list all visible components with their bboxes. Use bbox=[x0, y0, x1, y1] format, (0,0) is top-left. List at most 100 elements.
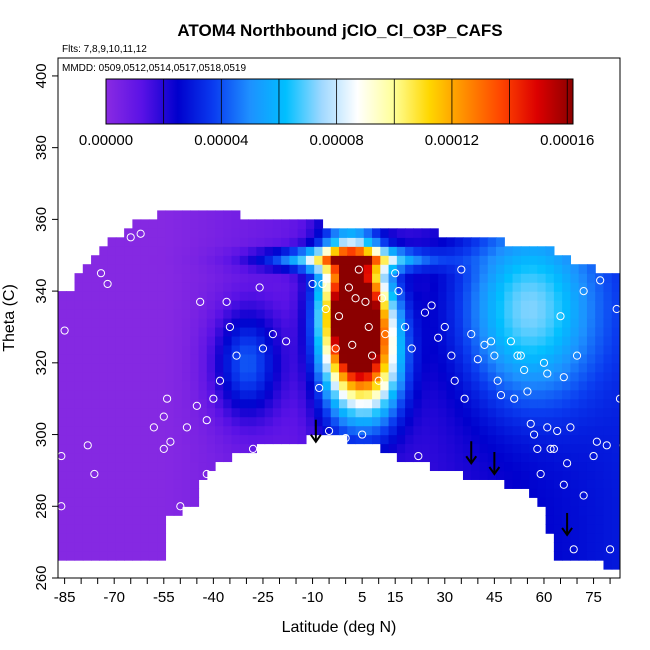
heatmap-cell-187 bbox=[99, 300, 109, 310]
heatmap-cell-1760 bbox=[562, 416, 572, 427]
heatmap-cell-1146 bbox=[372, 228, 381, 238]
heatmap-cell-30 bbox=[66, 551, 76, 561]
heatmap-cell-1083 bbox=[355, 362, 365, 373]
heatmap-cell-1261 bbox=[413, 344, 423, 355]
heatmap-cell-1561 bbox=[504, 300, 514, 310]
heatmap-cell-1719 bbox=[553, 479, 563, 489]
heatmap-cell-1728 bbox=[553, 398, 563, 409]
heatmap-cell-369 bbox=[140, 300, 150, 310]
heatmap-cell-1213 bbox=[396, 309, 406, 319]
heatmap-cell-475 bbox=[165, 335, 175, 346]
heatmap-cell-935 bbox=[305, 416, 315, 427]
heatmap-cell-1640 bbox=[529, 326, 538, 337]
heatmap-cell-459 bbox=[165, 479, 175, 489]
heatmap-cell-1615 bbox=[520, 300, 530, 310]
heatmap-cell-300 bbox=[124, 246, 133, 256]
heatmap-cell-959 bbox=[314, 416, 324, 427]
heatmap-cell-523 bbox=[173, 210, 183, 220]
heatmap-cell-1563 bbox=[504, 282, 514, 292]
heatmap-cell-249 bbox=[115, 380, 125, 391]
heatmap-cell-1771 bbox=[562, 318, 572, 328]
x-tick-label-11: 75 bbox=[585, 589, 602, 606]
heatmap-cell-1424 bbox=[462, 309, 472, 319]
heatmap-cell-1485 bbox=[479, 246, 489, 256]
heatmap-cell-958 bbox=[314, 425, 324, 436]
heatmap-cell-1476 bbox=[479, 326, 489, 337]
heatmap-cell-22 bbox=[58, 353, 67, 364]
heatmap-cell-1450 bbox=[471, 318, 481, 328]
heatmap-cell-983 bbox=[322, 416, 332, 427]
heatmap-cell-1863 bbox=[586, 389, 596, 400]
observation-point-30 bbox=[268, 330, 277, 339]
heatmap-cell-219 bbox=[107, 326, 117, 337]
heatmap-cell-1513 bbox=[487, 237, 497, 247]
heatmap-cell-828 bbox=[264, 264, 274, 274]
heatmap-cell-993 bbox=[322, 326, 332, 337]
heatmap-cell-1059 bbox=[347, 362, 357, 373]
heatmap-cell-616 bbox=[198, 237, 208, 247]
heatmap-cell-1353 bbox=[438, 237, 448, 247]
heatmap-cell-617 bbox=[198, 228, 208, 238]
heatmap-cell-1934 bbox=[603, 344, 613, 355]
heatmap-cell-546 bbox=[181, 300, 191, 310]
heatmap-cell-901 bbox=[289, 282, 299, 292]
heatmap-cell-269 bbox=[124, 524, 133, 534]
heatmap-cell-235 bbox=[115, 506, 125, 516]
heatmap-cell-1819 bbox=[578, 488, 588, 498]
observation-point-23 bbox=[222, 297, 231, 306]
heatmap-cell-482 bbox=[165, 273, 175, 283]
heatmap-cell-696 bbox=[223, 282, 233, 292]
heatmap-cell-1456 bbox=[471, 264, 481, 274]
heatmap-cell-1281 bbox=[421, 398, 431, 409]
heatmap-cell-1514 bbox=[496, 470, 505, 480]
heatmap-cell-1659 bbox=[537, 416, 547, 427]
heatmap-cell-1775 bbox=[562, 282, 572, 292]
heatmap-cell-2 bbox=[58, 533, 67, 543]
heatmap-cell-990 bbox=[322, 353, 332, 364]
heatmap-cell-346 bbox=[140, 506, 150, 516]
heatmap-cell-1398 bbox=[454, 300, 464, 310]
heatmap-cell-1549 bbox=[504, 407, 514, 418]
heatmap-cell-92 bbox=[82, 551, 92, 561]
heatmap-cell-103 bbox=[82, 452, 92, 463]
heatmap-cell-398 bbox=[148, 380, 158, 391]
heatmap-cell-1692 bbox=[545, 407, 555, 418]
heatmap-cell-881 bbox=[281, 237, 291, 247]
heatmap-cell-1416 bbox=[462, 380, 472, 391]
heatmap-cell-1911 bbox=[603, 551, 613, 561]
heatmap-cell-735 bbox=[239, 416, 249, 427]
heatmap-cell-756 bbox=[239, 228, 249, 238]
heatmap-cell-615 bbox=[198, 246, 208, 256]
heatmap-cell-1278 bbox=[421, 425, 431, 436]
heatmap-cell-1757 bbox=[562, 443, 572, 454]
heatmap-cell-1316 bbox=[429, 326, 439, 337]
observation-point-67 bbox=[460, 394, 469, 403]
heatmap-cell-817 bbox=[264, 362, 274, 373]
heatmap-cell-409 bbox=[148, 282, 158, 292]
observation-point-83 bbox=[533, 444, 542, 453]
heatmap-cell-45 bbox=[66, 416, 76, 427]
heatmap-cell-537 bbox=[181, 380, 191, 391]
heatmap-cell-926 bbox=[297, 282, 307, 292]
heatmap-cell-902 bbox=[289, 273, 299, 283]
heatmap-cell-162 bbox=[99, 524, 109, 534]
heatmap-cell-1033 bbox=[339, 380, 348, 391]
heatmap-cell-466 bbox=[165, 416, 175, 427]
heatmap-cell-1846 bbox=[586, 542, 596, 552]
heatmap-cell-1927 bbox=[603, 407, 613, 418]
heatmap-cell-1066 bbox=[347, 300, 357, 310]
heatmap-cell-403 bbox=[148, 335, 158, 346]
observation-point-53 bbox=[381, 330, 390, 339]
heatmap-cell-425 bbox=[157, 479, 167, 489]
observation-point-5 bbox=[96, 269, 106, 278]
heatmap-cell-392 bbox=[148, 434, 158, 445]
heatmap-cell-1248 bbox=[405, 228, 414, 238]
heatmap-cell-98 bbox=[82, 497, 92, 507]
heatmap-cell-1902 bbox=[595, 335, 605, 346]
heatmap-cell-1224 bbox=[405, 443, 414, 454]
heatmap-cell-33 bbox=[66, 524, 76, 534]
heatmap-cell-250 bbox=[115, 371, 125, 382]
heatmap-cell-1804 bbox=[570, 326, 580, 337]
heatmap-cell-559 bbox=[190, 479, 200, 489]
heatmap-cell-1228 bbox=[405, 407, 414, 418]
